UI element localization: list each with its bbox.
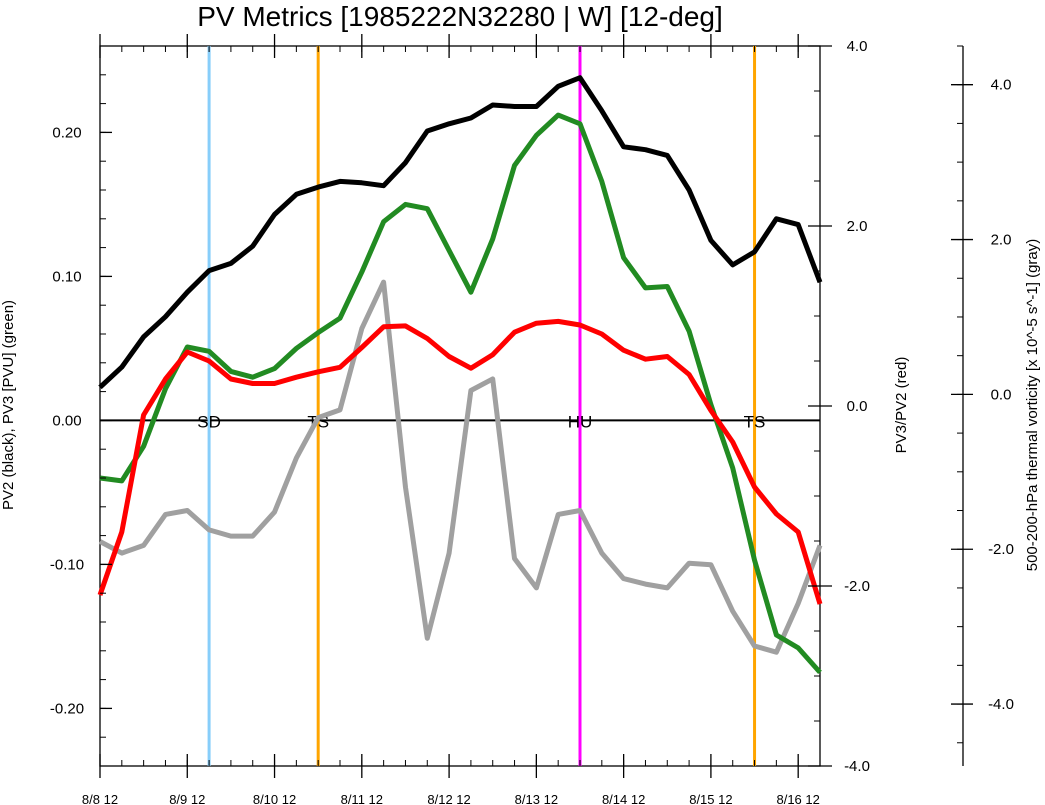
x-tick-label-4: 8/12 12 (427, 792, 470, 805)
series-line-3 (98, 279, 823, 655)
right-axis-label: PV3/PV2 (red) (893, 357, 910, 454)
right-tick-label-2: 0.0 (847, 398, 868, 415)
x-axis: 8/8 12 8/9 12 8/10 12 8/11 12 8/12 12 8/13 12… (82, 34, 821, 805)
x-tick-label-1: 8/9 12 (169, 792, 205, 805)
far-tick-label-4: 4.0 (991, 77, 1012, 94)
left-tick-label-4: 0.20 (52, 124, 81, 141)
chart-title: PV Metrics [1985222N32280 | W] [12-deg] (197, 1, 723, 32)
far-tick-label-3: 2.0 (991, 232, 1012, 249)
left-tick-label-3: 0.10 (52, 268, 81, 285)
far-right-axis-label: 500-200-hPa thermal vorticity [x 10^-5 s… (1024, 239, 1041, 572)
x-tick-label-7: 8/15 12 (689, 792, 732, 805)
left-tick-label-1: -0.10 (50, 556, 84, 573)
event-label-2: HU (568, 412, 593, 431)
x-tick-label-8: 8/16 12 (776, 792, 819, 805)
left-axis: -0.20 -0.10 0.00 0.10 0.20 (50, 45, 112, 738)
series-line-2 (97, 318, 823, 605)
series-line-1 (99, 112, 822, 675)
far-tick-label-0: -4.0 (988, 696, 1014, 713)
event-label-0: SD (197, 412, 221, 431)
right-tick-label-1: -2.0 (844, 578, 870, 595)
x-tick-label-5: 8/13 12 (515, 792, 558, 805)
x-tick-label-0: 8/8 12 (82, 792, 118, 805)
right-axis: -4.0 -2.0 0.0 2.0 4.0 (808, 38, 870, 775)
x-tick-label-3: 8/11 12 (341, 792, 383, 805)
x-tick-label-2: 8/10 12 (253, 792, 296, 805)
right-tick-label-3: 2.0 (847, 218, 868, 235)
right-tick-label-4: 4.0 (847, 38, 868, 55)
far-right-axis: -4.0 -2.0 0.0 2.0 4.0 (951, 45, 1014, 766)
left-tick-label-0: -0.20 (50, 700, 84, 717)
series-line-0 (98, 75, 823, 390)
x-tick-label-6: 8/14 12 (602, 792, 645, 805)
left-axis-label: PV2 (black), PV3 [PVU] (green) (0, 300, 17, 510)
left-tick-label-2: 0.00 (52, 412, 81, 429)
event-lines: SD TS HU TS (197, 46, 765, 766)
far-tick-label-1: -2.0 (988, 541, 1014, 558)
right-tick-label-0: -4.0 (844, 758, 870, 775)
series-lines (97, 75, 823, 675)
event-label-3: TS (744, 412, 766, 431)
far-tick-label-2: 0.0 (991, 386, 1012, 403)
